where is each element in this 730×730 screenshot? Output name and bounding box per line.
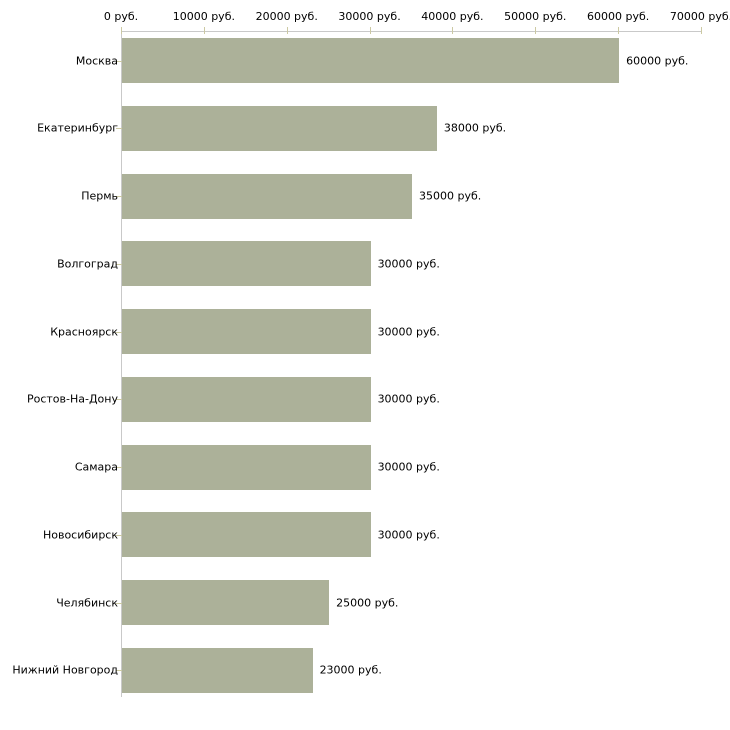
y-axis-tick-mark (116, 467, 122, 468)
y-axis-tick-mark (116, 602, 122, 604)
value-label: 30000 руб. (377, 257, 440, 271)
category-label: Нижний Новгород (12, 663, 118, 677)
x-axis-tick-mark (535, 27, 537, 34)
x-axis-tick-mark (286, 27, 288, 34)
value-label: 30000 руб. (377, 528, 440, 542)
y-axis-tick-mark (116, 670, 122, 672)
category-label: Красноярск (50, 325, 118, 338)
y-axis-tick-mark (116, 128, 122, 130)
bar (122, 376, 371, 422)
x-axis-tick-mark (452, 27, 454, 34)
bar (122, 580, 330, 625)
value-label: 30000 руб. (377, 460, 440, 474)
category-label: Челябинск (56, 596, 118, 609)
category-label: Ростов-На-Дону (26, 392, 118, 406)
x-axis-tick-label: 60000 руб. (587, 10, 650, 23)
x-axis-tick-label: 50000 руб. (504, 10, 567, 23)
bar (122, 38, 620, 83)
category-label: Новосибирск (42, 528, 118, 542)
value-label: 30000 руб. (377, 325, 440, 338)
bar (122, 512, 371, 558)
y-axis-tick-mark (116, 399, 122, 401)
y-axis-tick-mark (116, 196, 122, 197)
x-axis-tick-label: 40000 руб. (421, 10, 484, 23)
x-axis-tick-label: 30000 руб. (338, 10, 401, 23)
bar (122, 105, 437, 151)
value-label: 30000 руб. (377, 392, 440, 406)
x-axis-tick-mark (701, 27, 702, 34)
value-label: 60000 руб. (626, 54, 689, 67)
value-label: 38000 руб. (443, 121, 507, 135)
x-axis-tick-mark (203, 27, 205, 34)
category-label: Самара (74, 460, 118, 474)
bar (122, 173, 412, 219)
bar (122, 309, 371, 354)
bar (122, 647, 313, 693)
x-axis-tick-label: 10000 руб. (172, 10, 235, 23)
value-label: 35000 руб. (419, 189, 482, 203)
x-axis-tick-label: 20000 руб. (255, 10, 318, 23)
x-axis-line (121, 31, 702, 32)
x-axis-tick-mark (618, 27, 620, 34)
bar (122, 444, 371, 490)
category-label: Пермь (81, 189, 118, 203)
value-label: 25000 руб. (336, 596, 399, 609)
y-axis-line (121, 31, 122, 697)
x-axis-tick-mark (369, 27, 371, 34)
category-label: Москва (75, 54, 118, 67)
y-axis-tick-mark (116, 331, 122, 333)
value-label: 23000 руб. (319, 663, 382, 677)
x-axis-tick-label: 70000 руб. (669, 10, 730, 23)
y-axis-tick-mark (116, 60, 122, 62)
category-label: Екатеринбург (37, 121, 118, 135)
y-axis-tick-mark (116, 263, 122, 265)
x-axis-tick-label: 0 руб. (103, 10, 139, 23)
bar (122, 241, 371, 287)
category-label: Волгоград (57, 257, 118, 271)
x-axis-tick-mark (121, 27, 122, 34)
y-axis-tick-mark (116, 534, 122, 536)
